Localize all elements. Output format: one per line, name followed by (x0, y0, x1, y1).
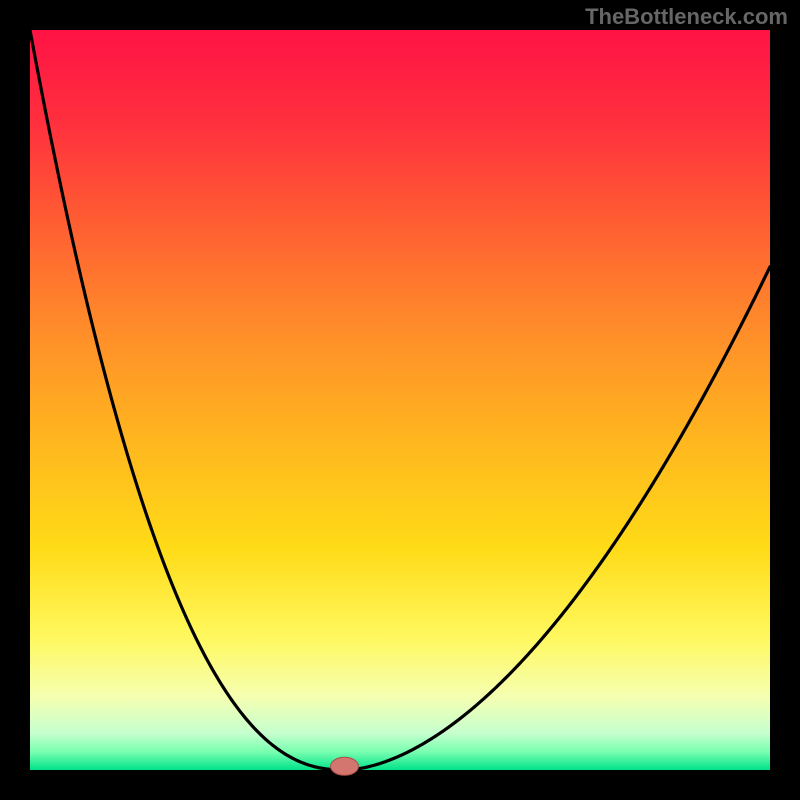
chart-svg (0, 0, 800, 800)
bottleneck-chart: TheBottleneck.com (0, 0, 800, 800)
plot-background (30, 30, 770, 770)
watermark-text: TheBottleneck.com (585, 4, 788, 30)
optimum-marker (331, 757, 359, 775)
